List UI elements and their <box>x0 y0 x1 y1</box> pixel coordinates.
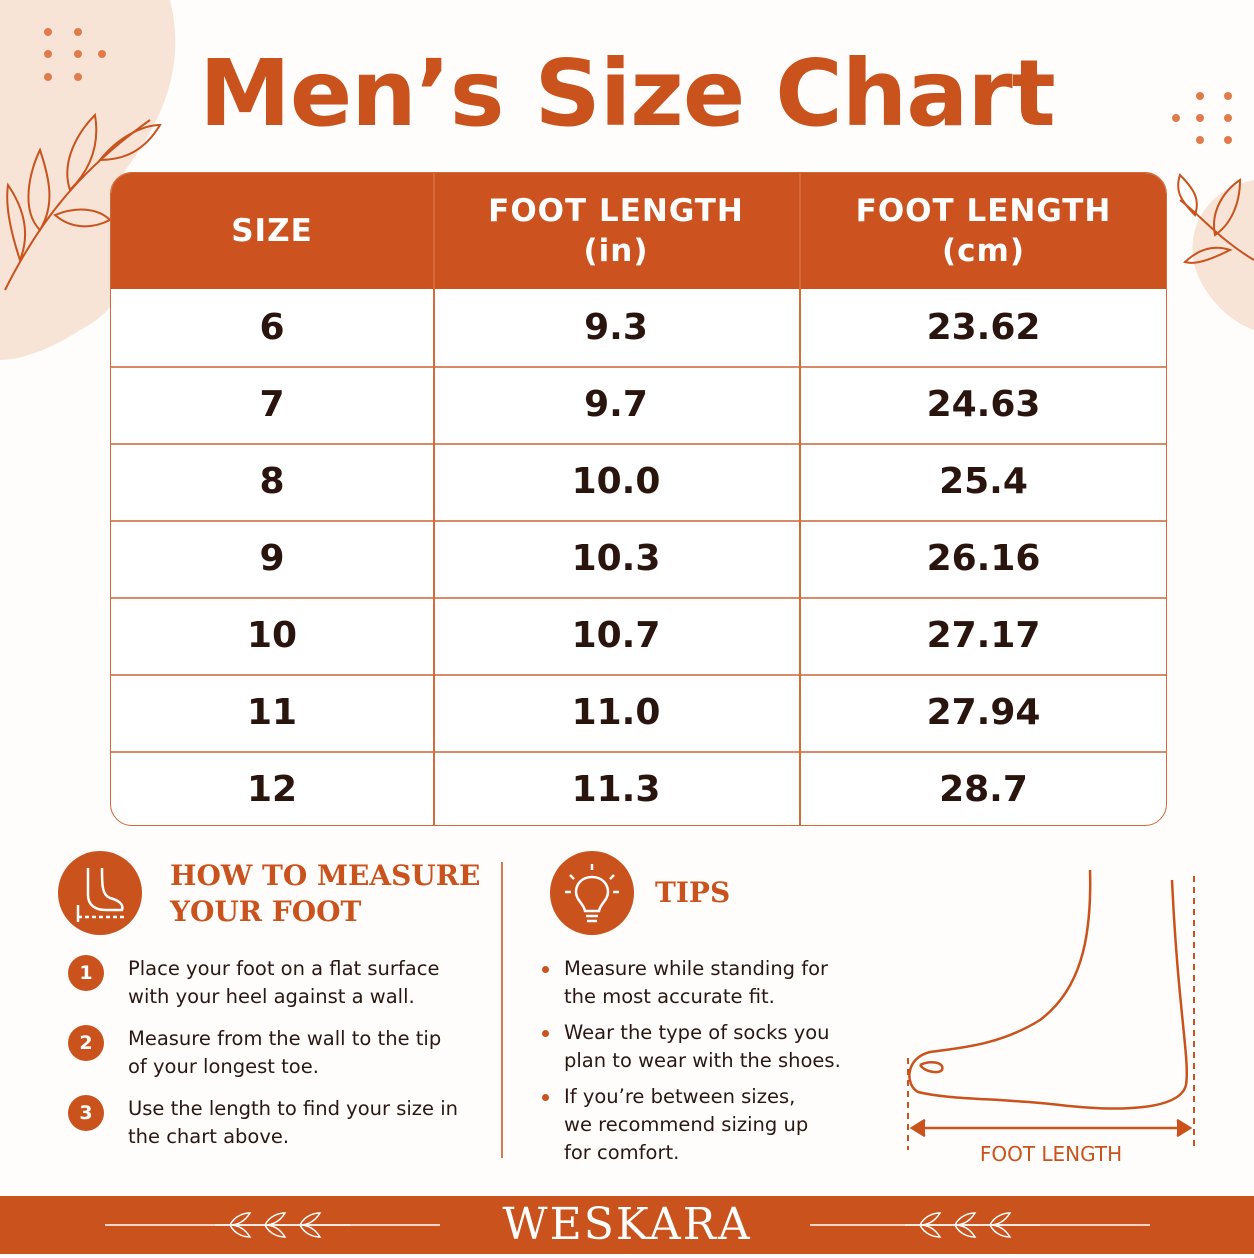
header-unit: (cm) <box>941 233 1025 269</box>
header-label: FOOT LENGTH <box>855 193 1112 229</box>
step-text: Use the length to find your size in the … <box>128 1097 459 1148</box>
row-divider <box>111 366 1166 368</box>
table-cell: 24.63 <box>926 384 1041 425</box>
tip-text: If you’re between sizes, we recommend si… <box>564 1085 809 1164</box>
size-table: SIZE FOOT LENGTH (in) FOOT LENGTH (cm) 6 9.3 23… <box>110 172 1167 826</box>
row-divider <box>111 674 1166 676</box>
tips-title: TIPS <box>655 876 731 909</box>
header-unit: (in) <box>583 233 649 269</box>
diagram-label: FOOT LENGTH <box>979 1142 1123 1166</box>
row-divider <box>111 597 1166 599</box>
header-label: SIZE <box>231 213 313 249</box>
table-cell: 28.7 <box>939 769 1028 810</box>
row-divider <box>111 443 1166 445</box>
table-cell: 6 <box>259 307 285 348</box>
table-cell: 23.62 <box>926 307 1041 348</box>
measure-title-line: HOW TO MEASURE <box>170 859 481 892</box>
table-cell: 11.3 <box>571 769 661 810</box>
table-cell: 9.7 <box>584 384 648 425</box>
row-divider <box>111 751 1166 753</box>
table-cell: 11 <box>246 692 298 733</box>
bullet <box>542 1094 549 1101</box>
step-number: 1 <box>68 955 104 991</box>
table-cell: 26.16 <box>926 538 1041 579</box>
table-cell: 10.7 <box>571 615 661 656</box>
bullet <box>542 1030 549 1037</box>
step-text: Measure from the wall to the tip of your… <box>128 1027 442 1078</box>
step-number: 3 <box>68 1095 104 1131</box>
table-cell: 9.3 <box>584 307 648 348</box>
measure-title-line: YOUR FOOT <box>170 895 362 928</box>
table-cell: 9 <box>259 538 285 579</box>
footer-ornament <box>105 1212 1150 1238</box>
row-divider <box>111 520 1166 522</box>
tip-text: Wear the type of socks you plan to wear … <box>564 1021 841 1072</box>
header-cell: FOOT LENGTH (cm) <box>799 173 1166 289</box>
column-divider <box>433 173 435 825</box>
title: Men’s Size Chart <box>199 40 1055 147</box>
step-number: 2 <box>68 1025 104 1061</box>
table-cell: 11.0 <box>571 692 661 733</box>
brand: WESKARA <box>502 1199 752 1250</box>
table-cell: 12 <box>246 769 298 810</box>
measure-title: HOW TO MEASURE YOUR FOOT <box>170 858 480 930</box>
table-cell: 27.94 <box>926 692 1041 733</box>
table-cell: 25.4 <box>939 461 1028 502</box>
header-cell: FOOT LENGTH (in) <box>433 173 799 289</box>
header-cell: SIZE <box>111 173 433 289</box>
tip-text: Measure while standing for the most accu… <box>564 957 829 1008</box>
table-cell: 8 <box>259 461 285 502</box>
header-label: FOOT LENGTH <box>488 193 744 229</box>
table-cell: 10 <box>246 615 298 656</box>
table-cell: 10.3 <box>571 538 661 579</box>
table-cell: 27.17 <box>926 615 1041 656</box>
table-cell: 7 <box>259 384 285 425</box>
table-cell: 10.0 <box>571 461 661 502</box>
bullet <box>542 966 549 973</box>
column-divider <box>799 173 801 825</box>
footer <box>0 1196 1254 1254</box>
step-text: Place your foot on a flat surface with y… <box>128 957 440 1008</box>
